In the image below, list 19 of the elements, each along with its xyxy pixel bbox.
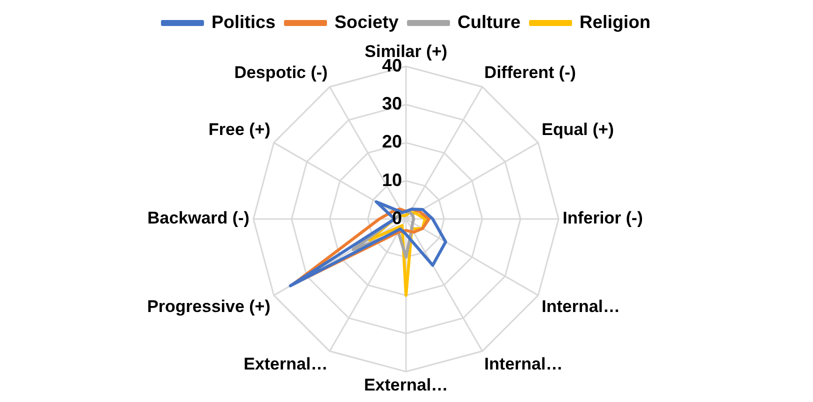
legend-label: Society [334, 12, 399, 32]
legend-label: Culture [458, 12, 521, 32]
y-tick-label: 30 [382, 94, 402, 114]
y-tick-label: 0 [392, 208, 402, 228]
legend-label: Politics [211, 12, 276, 32]
spoke-label: External… [244, 354, 328, 374]
y-tick-label: 10 [382, 170, 402, 190]
spoke-label: Different (-) [484, 62, 576, 82]
spoke-label: Despotic (-) [234, 62, 328, 82]
spoke-label: Progressive (+) [147, 297, 270, 316]
legend-label: Religion [580, 12, 651, 32]
y-tick-label: 20 [382, 132, 402, 152]
spoke-label: Equal (+) [542, 120, 614, 140]
spoke-label: External… [364, 375, 448, 394]
spoke-label: Internal… [542, 297, 620, 316]
spoke-label: Inferior (-) [562, 208, 643, 228]
spoke-label: Free (+) [208, 120, 270, 140]
spoke-label: Backward (-) [147, 208, 250, 228]
spoke-label: Internal… [484, 354, 563, 374]
